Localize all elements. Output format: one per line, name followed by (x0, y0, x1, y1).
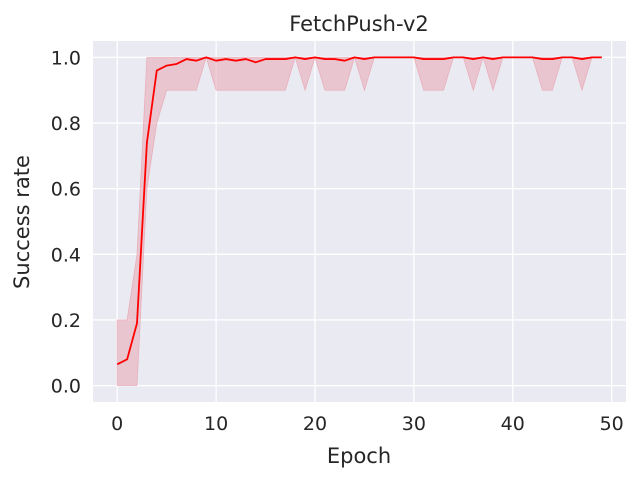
data-point (541, 58, 544, 61)
y-tick-label: 0.2 (51, 310, 81, 332)
x-tick-label: 50 (600, 413, 624, 435)
data-point (363, 58, 366, 61)
data-point (274, 58, 277, 61)
y-tick-label: 1.0 (51, 47, 81, 69)
data-point (482, 56, 485, 59)
data-point (264, 58, 267, 61)
data-point (333, 58, 336, 61)
data-point (343, 59, 346, 62)
x-tick-label: 20 (303, 413, 327, 435)
data-point (600, 56, 603, 59)
data-point (314, 56, 317, 59)
x-tick-label: 40 (501, 413, 525, 435)
data-point (145, 141, 148, 144)
y-axis-label: Success rate (10, 155, 34, 289)
data-point (353, 56, 356, 59)
data-point (383, 56, 386, 59)
data-point (234, 59, 237, 62)
data-point (323, 58, 326, 61)
data-point (155, 69, 158, 72)
data-point (571, 56, 574, 59)
data-point (136, 322, 139, 325)
data-point (205, 56, 208, 59)
data-point (501, 56, 504, 59)
data-point (551, 58, 554, 61)
data-point (590, 56, 593, 59)
data-point (403, 56, 406, 59)
data-point (422, 58, 425, 61)
data-point (412, 56, 415, 59)
data-point (284, 58, 287, 61)
data-point (304, 58, 307, 61)
x-tick-label: 10 (204, 413, 228, 435)
data-point (393, 56, 396, 59)
y-tick-label: 0.8 (51, 113, 81, 135)
data-point (432, 58, 435, 61)
data-point (561, 56, 564, 59)
data-point (531, 56, 534, 59)
x-axis-label: Epoch (327, 444, 391, 468)
data-point (244, 58, 247, 61)
data-point (492, 58, 495, 61)
data-point (225, 58, 228, 61)
plot-area (93, 41, 626, 402)
data-point (254, 61, 257, 64)
data-point (165, 64, 168, 67)
y-tick-label: 0.0 (51, 376, 81, 398)
y-tick-label: 0.4 (51, 244, 81, 266)
chart-title: FetchPush-v2 (289, 12, 429, 36)
data-point (452, 56, 455, 59)
data-point (175, 62, 178, 65)
data-point (215, 59, 218, 62)
data-point (581, 58, 584, 61)
data-point (185, 58, 188, 61)
x-tick-label: 0 (111, 413, 123, 435)
data-point (195, 59, 198, 62)
data-point (373, 56, 376, 59)
data-point (462, 56, 465, 59)
series-line (116, 56, 602, 366)
data-point (116, 363, 119, 366)
x-tick-label: 30 (402, 413, 426, 435)
data-point (126, 358, 129, 361)
data-point (294, 56, 297, 59)
data-point (472, 58, 475, 61)
data-point (511, 56, 514, 59)
data-point (442, 58, 445, 61)
data-point (521, 56, 524, 59)
y-tick-label: 0.6 (51, 179, 81, 201)
